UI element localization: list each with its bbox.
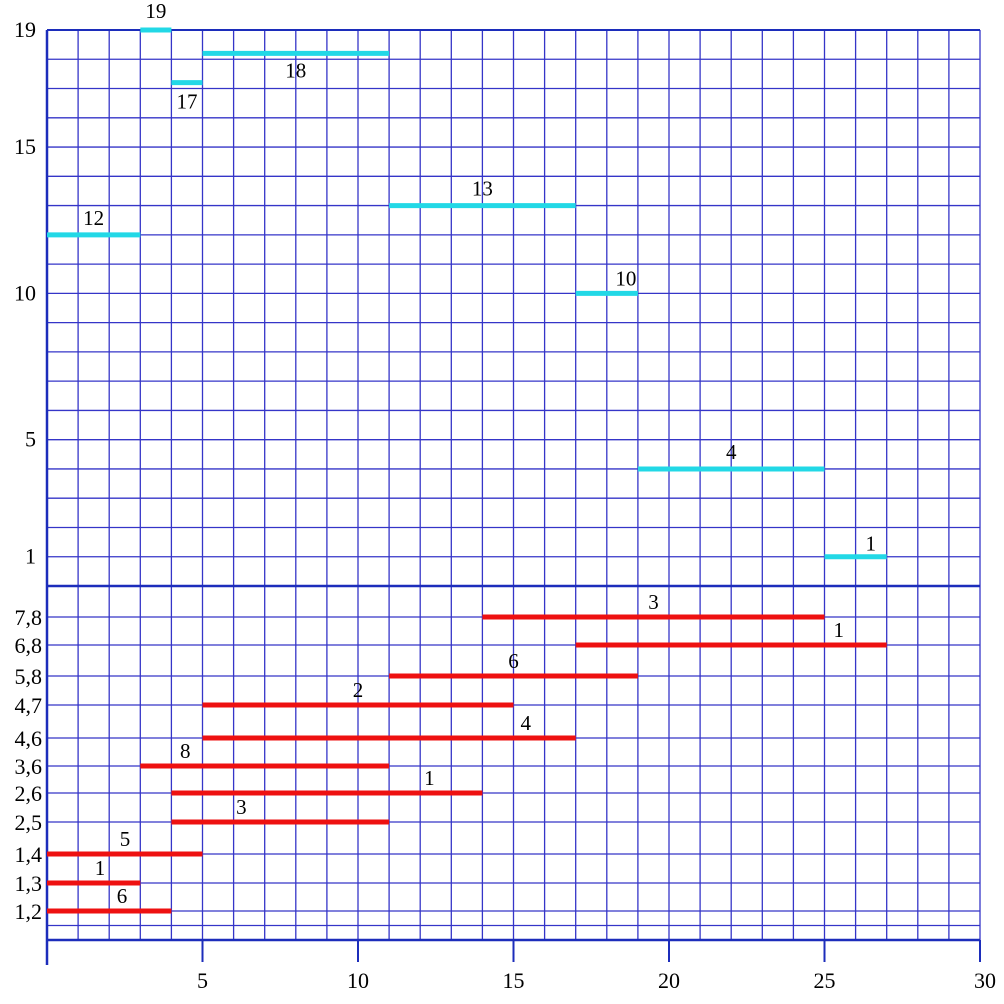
tick-labels: 5 10 15 20 25 30151015197,86,85,84,74,63,62,6… [14,17,996,993]
y-tick-label: 10 [14,280,36,305]
row-label: 4,6 [15,726,43,751]
x-tick-label: 15 [503,968,525,993]
red-segment-label: 8 [180,739,191,763]
cyan-segment-label: 1 [865,532,876,556]
row-label: 5,8 [15,664,43,689]
red-segment-label: 1 [833,618,844,642]
red-segment-label: 3 [648,590,659,614]
red-segment-label: 1 [424,766,435,790]
row-label: 4,7 [15,693,43,718]
x-tick-label: 20 [658,968,680,993]
cyan-segment-label: 17 [176,90,197,114]
row-label: 1,4 [15,842,43,867]
y-tick-label: 15 [14,134,36,159]
red-segment-label: 3 [236,795,247,819]
row-label: 2,6 [15,781,43,806]
red-segment-label: 5 [120,827,131,851]
red-segment-label: 4 [520,711,531,735]
cyan-segment-label: 18 [285,58,306,82]
row-label: 6,8 [15,633,43,658]
y-tick-label: 5 [25,427,36,452]
red-segment-label: 6 [117,884,128,908]
cyan-segment-label: 13 [472,177,493,201]
y-tick-label: 19 [14,17,36,42]
upper-panel-segments: 19 18 17 13 12 10 4 1 [47,0,887,560]
x-tick-label: 5 [197,968,208,993]
cyan-segment-label: 4 [726,440,737,464]
red-segment-label: 2 [353,678,364,702]
row-label: 7,8 [15,605,43,630]
cyan-segment-label: 12 [83,206,104,230]
red-segment-label: 6 [508,649,519,673]
grid [46,29,981,940]
cyan-segment-label: 19 [145,0,166,23]
axes [45,29,981,965]
x-tick-label: 30 [974,968,996,993]
x-tick-label: 25 [814,968,836,993]
row-label: 1,2 [15,899,43,924]
y-tick-label: 1 [25,544,36,569]
row-label: 1,3 [15,871,43,896]
row-label: 3,6 [15,754,43,779]
red-segment-label: 1 [95,856,106,880]
cyan-segment-label: 10 [615,266,636,290]
x-tick-label: 10 [347,968,369,993]
row-label: 2,5 [15,810,43,835]
